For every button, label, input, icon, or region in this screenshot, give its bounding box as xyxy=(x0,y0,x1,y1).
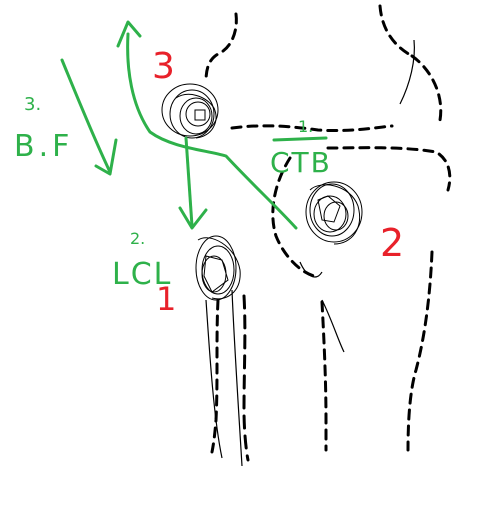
ulna-shaft-line xyxy=(321,299,345,353)
red-labels: 3 2 1 xyxy=(152,46,404,318)
bf-number-label: 3. xyxy=(24,94,41,115)
bf-arrow-line xyxy=(60,58,112,174)
red-number-1: 1 xyxy=(156,280,176,318)
red-number-2: 2 xyxy=(380,221,404,265)
red-number-3: 3 xyxy=(152,46,175,87)
lcl-number-label: 2. xyxy=(130,229,145,248)
lcl-text-label: LCL xyxy=(112,257,172,292)
humerus-outline-right xyxy=(378,4,414,58)
thin-solid-lines xyxy=(205,39,415,467)
ctb-arrow-line xyxy=(126,32,298,230)
radius-shaft-line xyxy=(231,289,243,467)
radial-head-curve xyxy=(299,261,323,278)
lcl-arrow-head xyxy=(178,206,208,230)
joint-inner-outline xyxy=(271,156,316,278)
lcl-arrow-line xyxy=(184,136,194,228)
humerus-outline-right-2 xyxy=(410,54,443,122)
bf-arrow-head xyxy=(94,138,118,176)
green-labels: 3. B.F 1. CTB 2. LCL xyxy=(14,94,332,292)
humerus-outline-left xyxy=(204,12,238,84)
ctb-text-label: CTB xyxy=(270,146,332,179)
scribble-circle-top xyxy=(161,83,219,139)
ulna-outline-right xyxy=(406,250,434,452)
bf-text-label: B.F xyxy=(14,129,73,164)
radius-outline-left xyxy=(210,298,220,454)
green-annotations xyxy=(60,20,328,230)
scribble-circle-bottom xyxy=(195,235,241,301)
ctb-number-label: 1. xyxy=(298,117,313,136)
ctb-arrow-head xyxy=(116,20,142,48)
scribble-circle-middle xyxy=(305,181,363,245)
olecranon-contour-top xyxy=(230,124,394,133)
radius-outline-right xyxy=(242,294,250,462)
radius-shaft-line-2 xyxy=(205,299,223,459)
ulna-outline-left xyxy=(320,300,328,452)
bone-outlines xyxy=(204,4,452,462)
joint-lower-right xyxy=(326,146,452,192)
humerus-inner-line xyxy=(399,39,415,105)
ctb-overline xyxy=(272,136,328,142)
